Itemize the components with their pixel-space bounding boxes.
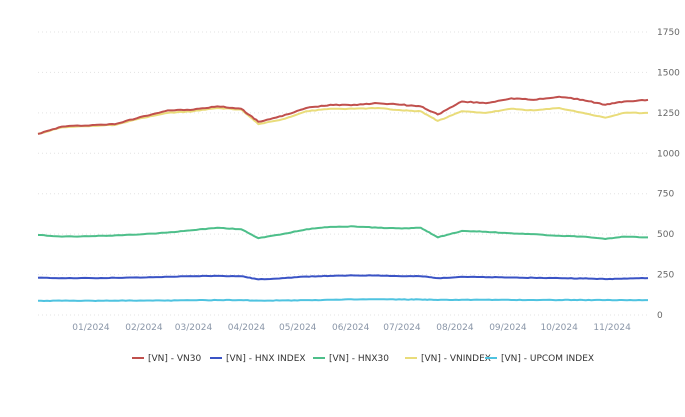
x-tick-label: 03/2024 [175,323,213,333]
y-axis: 0 250 500 750 1000 1250 1500 1750 [657,28,680,321]
series-line [37,95,649,135]
y-tick-label: 750 [657,190,674,200]
y-tick-label: 0 [657,311,663,321]
series-lines [37,95,649,302]
legend[interactable]: [VN] - VN30 [VN] - HNX INDEX [VN] - HNX30 [… [132,354,594,364]
x-tick-label: 02/2024 [125,323,163,333]
legend-item[interactable]: [VN] - VN30 [148,354,201,364]
y-tick-label: 1750 [657,28,680,38]
legend-item[interactable]: [VN] - HNX30 [329,354,389,364]
legend-item[interactable]: [VN] - HNX INDEX [226,354,306,364]
x-tick-label: 11/2024 [593,323,631,333]
y-tick-label: 1500 [657,68,680,78]
legend-item[interactable]: [VN] - UPCOM INDEX [501,354,594,364]
series-line [37,107,648,135]
x-tick-label: 08/2024 [436,323,474,333]
y-tick-label: 1000 [657,149,680,159]
x-tick-label: 06/2024 [332,323,370,333]
y-tick-label: 250 [657,271,674,281]
series-line [37,298,648,302]
series-line [38,225,648,240]
legend-item[interactable]: [VN] - VNINDEX [421,354,491,364]
grid-lines [38,31,648,316]
x-axis: 01/2024 02/2024 03/2024 04/2024 05/2024 06/20… [72,323,631,333]
x-tick-label: 05/2024 [279,323,317,333]
y-tick-label: 500 [657,230,674,240]
x-tick-label: 07/2024 [383,323,421,333]
x-tick-label: 09/2024 [489,323,527,333]
x-tick-label: 10/2024 [540,323,578,333]
x-tick-label: 01/2024 [72,323,110,333]
series-line [37,274,649,281]
y-tick-label: 1250 [657,109,680,119]
x-tick-label: 04/2024 [228,323,266,333]
